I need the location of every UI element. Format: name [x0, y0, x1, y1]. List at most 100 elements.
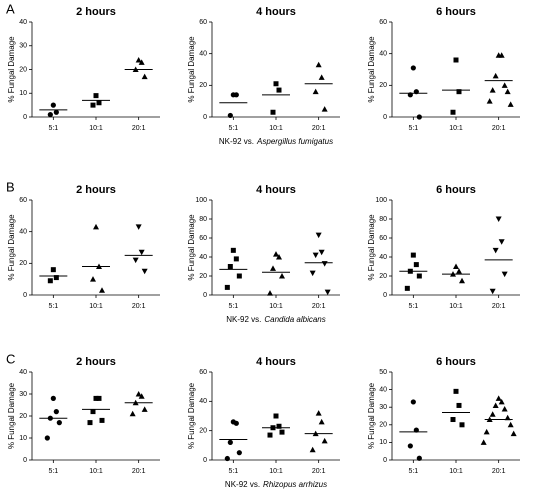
data-point: [504, 414, 511, 421]
chart-title: 6 hours: [436, 356, 476, 368]
y-tick-label: 80: [379, 216, 387, 223]
data-point: [135, 57, 142, 63]
x-tick-label: 10:1: [449, 303, 463, 310]
x-tick-label: 20:1: [492, 303, 506, 310]
data-point: [315, 61, 322, 68]
x-tick-label: 10:1: [89, 125, 103, 132]
data-point: [279, 429, 285, 435]
data-point: [56, 420, 62, 426]
data-point: [141, 406, 148, 412]
data-point: [276, 423, 282, 429]
data-point: [489, 288, 496, 295]
data-point: [312, 252, 319, 259]
chart-title: 2 hours: [76, 6, 116, 18]
x-axis-label-species: Aspergillus fumigatus: [256, 137, 333, 146]
chart-title: 4 hours: [256, 356, 296, 368]
data-point: [413, 262, 419, 268]
data-point: [233, 92, 239, 98]
y-axis-label: % Fungal Damage: [367, 382, 376, 449]
data-point: [90, 409, 96, 415]
y-axis-label: % Fungal Damage: [367, 36, 376, 103]
data-point: [410, 252, 416, 258]
y-tick-label: 0: [203, 114, 207, 121]
data-point: [276, 254, 282, 260]
x-tick-label: 10:1: [89, 468, 103, 475]
x-axis-label: NK-92 vs. Rhizopus arrhizus: [225, 480, 327, 489]
panel-label: B: [6, 179, 15, 194]
data-point: [273, 413, 279, 419]
data-point: [53, 109, 59, 115]
data-point: [270, 109, 276, 115]
data-point: [93, 223, 99, 230]
data-point: [453, 388, 459, 394]
data-point: [489, 411, 496, 417]
data-point: [504, 88, 511, 95]
data-point: [270, 265, 276, 271]
data-point: [267, 432, 273, 438]
data-point: [507, 101, 514, 107]
y-tick-label: 0: [23, 114, 27, 121]
chart-title: 4 hours: [256, 184, 296, 196]
x-axis-label: NK-92 vs. Aspergillus fumigatus: [219, 137, 333, 146]
x-axis-label-prefix: NK-92 vs.: [226, 315, 261, 324]
data-point: [404, 285, 410, 291]
x-tick-label: 20:1: [492, 468, 506, 475]
x-tick-label: 10:1: [449, 468, 463, 475]
x-tick-label: 20:1: [132, 303, 146, 310]
x-axis-label-species: Rhizopus arrhizus: [263, 480, 327, 489]
y-axis-label: % Fungal Damage: [367, 214, 376, 281]
data-point: [453, 57, 459, 63]
x-tick-label: 20:1: [312, 125, 326, 132]
data-point: [321, 261, 328, 267]
x-tick-label: 5:1: [48, 125, 58, 132]
x-tick-label: 20:1: [492, 125, 506, 132]
y-tick-label: 50: [379, 369, 387, 376]
y-tick-label: 0: [23, 292, 27, 299]
y-tick-label: 10: [19, 435, 27, 442]
y-tick-label: 40: [19, 229, 27, 236]
x-tick-label: 5:1: [408, 303, 418, 310]
y-tick-label: 60: [199, 19, 207, 26]
data-point: [138, 59, 145, 65]
y-tick-label: 40: [379, 51, 387, 58]
data-point: [407, 443, 413, 449]
data-point: [495, 395, 502, 401]
x-axis-label: NK-92 vs. Candida albicans: [226, 315, 326, 324]
x-axis-label-prefix: NK-92 vs.: [219, 137, 254, 146]
y-tick-label: 30: [19, 391, 27, 398]
y-tick-label: 20: [19, 260, 27, 267]
chart-title: 6 hours: [436, 6, 476, 18]
data-point: [453, 263, 459, 269]
data-point: [416, 455, 422, 461]
data-point: [224, 284, 230, 290]
x-tick-label: 5:1: [408, 125, 418, 132]
x-tick-label: 20:1: [312, 468, 326, 475]
y-tick-label: 10: [19, 90, 27, 97]
y-tick-label: 0: [203, 457, 207, 464]
y-tick-label: 100: [195, 197, 207, 204]
y-axis-label: % Fungal Damage: [187, 214, 196, 281]
data-point: [318, 418, 325, 425]
data-point: [273, 251, 279, 257]
chart-title: 6 hours: [436, 184, 476, 196]
data-point: [450, 109, 456, 115]
data-point: [492, 402, 499, 408]
data-point: [99, 287, 105, 293]
y-tick-label: 20: [379, 422, 387, 429]
data-point: [309, 270, 316, 277]
data-point: [450, 417, 456, 423]
y-tick-label: 60: [379, 19, 387, 26]
data-point: [135, 391, 142, 397]
y-tick-label: 100: [375, 197, 387, 204]
y-tick-label: 30: [379, 404, 387, 411]
data-point: [236, 450, 242, 456]
y-tick-label: 60: [199, 235, 207, 242]
x-tick-label: 20:1: [132, 468, 146, 475]
data-point: [141, 268, 148, 275]
x-tick-label: 5:1: [48, 468, 58, 475]
data-point: [459, 277, 465, 284]
data-point: [498, 239, 505, 245]
data-point: [456, 402, 462, 408]
y-tick-label: 10: [379, 439, 387, 446]
